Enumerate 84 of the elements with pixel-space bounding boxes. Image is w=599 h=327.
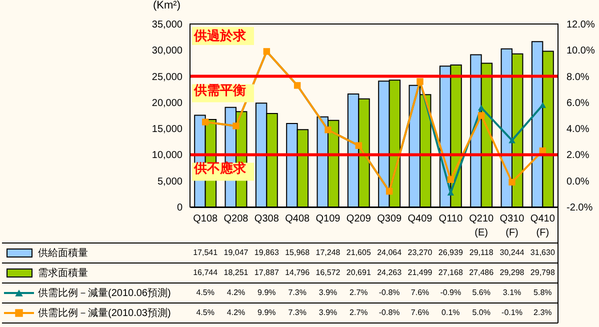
data-label: 24,064	[377, 248, 402, 257]
legend-label: 供給面積量	[38, 247, 88, 259]
data-label: 19,863	[254, 248, 280, 257]
y-tick-label: 0	[176, 202, 183, 214]
data-label: 16,744	[193, 268, 218, 277]
data-label: 3.9%	[318, 288, 338, 297]
x-tick-label: Q410 (F)	[530, 214, 556, 238]
data-label: 23,270	[408, 248, 433, 257]
data-label: 5.8%	[534, 288, 552, 297]
y-tick-label: 20,000	[152, 98, 183, 109]
y2-tick-label: 10.0%	[566, 46, 595, 57]
legend-label: 供需比例－減量(2010.06預測)	[38, 287, 171, 299]
data-label: 17,248	[316, 248, 341, 257]
x-tick-label: Q208	[224, 214, 249, 224]
data-label: 7.6%	[410, 308, 430, 317]
data-label: 4.2%	[226, 288, 246, 297]
data-label: 17,541	[193, 248, 218, 257]
data-label: 26,939	[438, 248, 464, 257]
y2-tick-label: 6.0%	[566, 98, 590, 109]
data-label: 16,572	[316, 268, 341, 277]
y2-tick-label: 4.0%	[566, 124, 590, 136]
data-label: 2.7%	[350, 308, 368, 317]
legend-label: 供需比例－減量(2010.03預測)	[38, 307, 171, 319]
data-label: -0.8%	[378, 288, 400, 297]
data-label: 29,798	[530, 268, 556, 277]
y2-tick-label: 0.0%	[566, 176, 590, 188]
data-label: 0.1%	[442, 308, 460, 317]
data-label: 20,691	[346, 268, 372, 277]
y-tick-label: 25,000	[152, 72, 183, 83]
data-label: 29,118	[469, 248, 494, 257]
data-label: 17,887	[254, 268, 280, 277]
data-label: 9.9%	[258, 308, 276, 317]
data-label: -0.9%	[440, 288, 462, 297]
x-tick-label: Q109	[316, 214, 341, 224]
x-tick-label: Q210 (E)	[469, 214, 494, 238]
y2-tick-label: 2.0%	[566, 150, 590, 162]
y2-tick-label: 8.0%	[566, 72, 590, 83]
data-label: 5.0%	[472, 308, 490, 317]
data-label: 27,168	[438, 268, 464, 277]
data-label: 4.2%	[226, 308, 246, 317]
y-tick-label: 10,000	[152, 150, 183, 162]
data-label: 3.9%	[318, 308, 338, 317]
data-label: 7.3%	[288, 308, 306, 317]
data-label: 4.5%	[196, 308, 214, 317]
y2-tick-label: 12.0%	[566, 20, 595, 30]
data-label: 3.1%	[502, 288, 522, 297]
data-label: 30,244	[500, 248, 525, 257]
data-label: 9.9%	[258, 288, 276, 297]
data-label: -0.8%	[378, 308, 400, 317]
data-label: -0.1%	[502, 308, 522, 317]
x-tick-label: Q110	[438, 214, 463, 224]
y-tick-label: 15,000	[152, 124, 183, 136]
x-tick-label: Q310 (F)	[500, 214, 525, 238]
data-label: 19,047	[224, 248, 249, 257]
ref-line-label: 供需平衡	[193, 82, 246, 98]
data-label: 27,486	[469, 268, 494, 277]
y-tick-label: 30,000	[152, 46, 183, 57]
data-label: 7.3%	[288, 288, 306, 297]
x-tick-label: Q408	[285, 214, 310, 224]
y2-tick-label: -2.0%	[566, 202, 593, 214]
data-label: 14,796	[285, 268, 310, 277]
data-label: 18,251	[224, 268, 249, 277]
data-label: 24,263	[377, 268, 402, 277]
legend-label: 需求面積量	[38, 267, 88, 279]
x-tick-label: Q108	[193, 214, 218, 224]
x-tick-label: Q308	[254, 214, 280, 224]
data-label: 29,298	[500, 268, 525, 277]
data-label: 5.6%	[472, 288, 490, 297]
data-label: 2.3%	[534, 308, 552, 317]
annotation: 供過於求	[193, 28, 247, 43]
data-label: 7.6%	[410, 288, 430, 297]
ref-line-label: 供不應求	[193, 160, 247, 176]
data-label: 31,630	[530, 248, 556, 257]
data-label: 4.5%	[196, 288, 214, 297]
data-label: 21,499	[408, 268, 433, 277]
y-axis-title: (Km²)	[153, 0, 180, 12]
data-label: 2.7%	[350, 288, 368, 297]
x-tick-label: Q209	[346, 214, 372, 224]
data-label: 21,605	[346, 248, 372, 257]
x-tick-label: Q409	[408, 214, 433, 224]
x-tick-label: Q309	[377, 214, 402, 224]
y-tick-label: 5,000	[157, 176, 183, 188]
data-label: 15,968	[285, 248, 310, 257]
y-tick-label: 35,000	[152, 20, 183, 30]
